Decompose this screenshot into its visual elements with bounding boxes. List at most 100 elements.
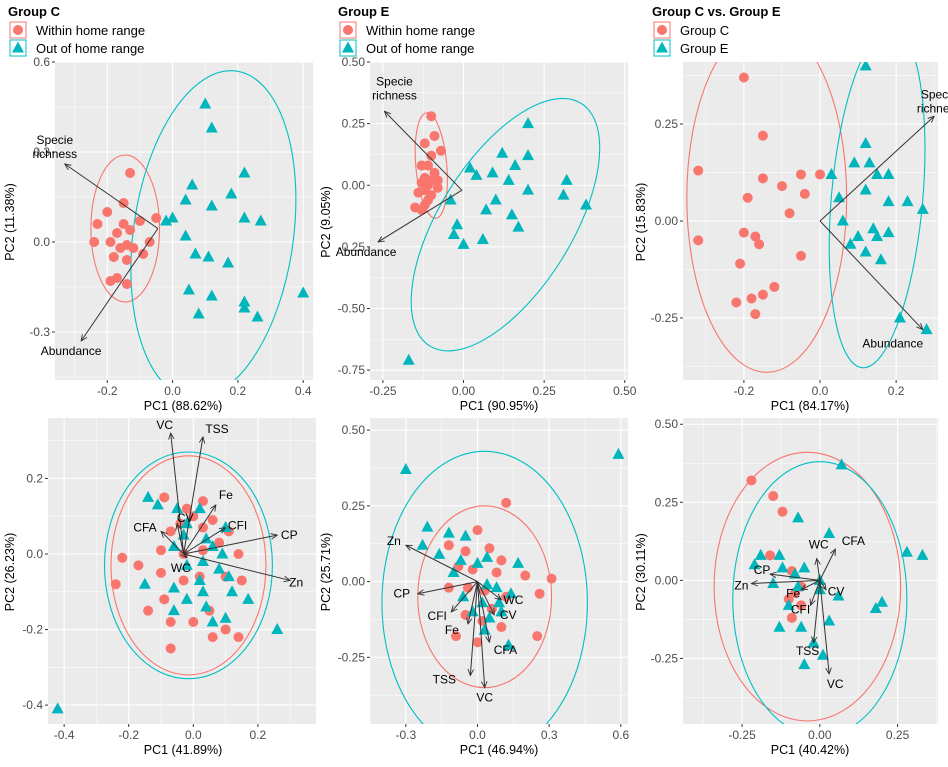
legend: Group C Within home range Out of home rang… [8,4,145,57]
arrow-label: CFI [228,519,247,533]
point-triangle [251,310,264,322]
point-circle [125,225,136,235]
point-circle [188,511,199,522]
x-tick-label: -0.2 [734,384,755,398]
point-triangle [916,548,929,560]
confidence-ellipse [130,70,297,380]
point-triangle [213,562,226,574]
point-triangle [180,517,193,529]
arrow-label: CV [828,585,845,599]
point-triangle [496,146,509,158]
arrow-label: TSS [796,644,819,658]
point-triangle [216,547,229,559]
arrow-label: Zn [289,575,303,589]
point-circle [546,573,557,584]
point-triangle [476,232,489,244]
arrow-label: Specie [376,74,413,88]
confidence-ellipse [713,451,902,722]
x-axis-title: PC1 (46.94%) [460,743,539,757]
point-triangle [505,208,518,220]
point-triangle [844,237,857,249]
point-triangle [795,620,808,632]
point-triangle [238,166,251,178]
point-triangle [874,253,887,265]
y-tick-label: -0.3 [29,325,50,339]
x-tick-label: -0.25 [369,384,397,398]
point-circle [178,575,189,586]
point-triangle [481,550,494,562]
point-triangle [238,301,251,313]
point-circle [118,198,129,208]
point-triangle [557,188,570,200]
loading-arrow [418,581,478,594]
point-triangle [193,502,206,514]
point-circle [742,192,753,203]
point-circle [165,643,176,654]
y-tick-label: -0.25 [338,650,366,664]
x-tick-label: -0.2 [118,728,139,742]
y-tick-label: 0.6 [33,55,50,69]
loading-arrow [477,581,502,600]
point-triangle [490,581,503,593]
point-triangle [863,156,876,168]
y-tick-label: -0.4 [22,698,43,712]
point-triangle [242,592,255,604]
point-circle [429,130,440,141]
point-circle [491,567,502,578]
x-axis-title: PC1 (88.62%) [144,399,223,413]
arrow-label: WC [503,593,523,607]
x-tick-label: 0.50 [613,384,637,398]
arrow-label: WC [171,561,191,575]
confidence-ellipse [90,154,161,303]
x-tick-label: 0.0 [164,384,181,398]
point-circle [746,293,757,304]
loading-arrow [184,554,187,558]
point-triangle [180,592,193,604]
point-triangle [205,121,218,133]
point-triangle [297,286,310,298]
arrow-label: VC [476,691,493,705]
legend-circle [657,25,667,35]
point-circle [426,150,437,161]
point-triangle [180,558,193,570]
x-tick-label: 0.00 [452,384,476,398]
point-triangle [189,247,202,259]
arrow-label: CV [500,608,517,622]
panel-5: -0.3 0.0 0.3 0.6 -0.25 0.00 0.25 0.50 PC1 (46.94… [319,418,629,757]
x-tick-label: 0.2 [250,728,267,742]
point-circle [693,235,704,246]
point-triangle [254,214,267,226]
arrow-label: Zn [387,534,401,548]
point-circle [484,543,495,554]
point-triangle [470,168,483,180]
loading-arrow [819,580,829,674]
point-circle [138,249,149,259]
point-triangle [447,566,460,578]
point-triangle [442,526,455,538]
point-circle [534,588,545,599]
point-circle [105,237,116,247]
point-triangle [754,548,767,560]
point-triangle [823,614,836,626]
loading-arrow [161,531,184,555]
point-triangle [225,187,238,199]
point-circle [416,204,427,215]
point-circle [108,252,119,262]
point-triangle [900,545,913,557]
y-tick-label: 0.0 [33,235,50,249]
point-triangle [166,211,179,223]
arrow-label: Fe [219,488,233,502]
legend-title: Group C vs. Group E [652,4,781,19]
x-tick-label: -0.4 [54,728,75,742]
point-circle [165,617,176,627]
point-triangle [142,490,155,502]
point-triangle [444,193,457,205]
loading-arrow [171,433,185,555]
loading-arrow [751,579,820,583]
loading-arrow [183,553,291,580]
point-triangle [495,605,508,617]
point-triangle [463,161,476,173]
point-circle [156,567,167,578]
point-circle [520,570,531,581]
arrow-label: Fe [445,623,459,637]
